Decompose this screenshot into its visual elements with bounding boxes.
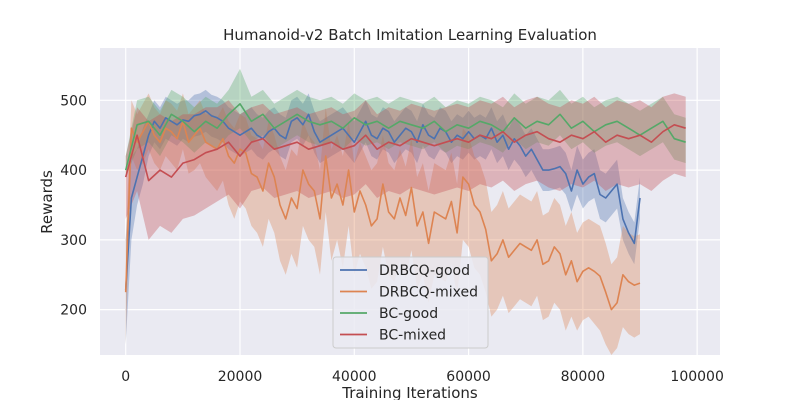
series-lines: [124, 103, 686, 311]
x-tick-label: 60000: [446, 369, 491, 385]
legend-label: DRBCQ-mixed: [379, 285, 478, 301]
y-tick-label: 400: [60, 163, 87, 179]
y-tick-label: 300: [60, 233, 87, 249]
x-axis-label: Training Iterations: [341, 384, 478, 400]
y-tick-label: 200: [60, 303, 87, 319]
band-bc-mixed: [125, 93, 686, 240]
chart-title: Humanoid-v2 Batch Imitation Learning Eva…: [223, 26, 597, 44]
legend-label: BC-mixed: [379, 328, 446, 344]
x-tick-label: 20000: [218, 369, 263, 385]
band-drbcq-mixed: [125, 93, 640, 356]
line-bc-good: [124, 103, 686, 171]
x-tick-label: 40000: [332, 369, 377, 385]
y-tick-label: 500: [60, 93, 87, 109]
x-tick-label: 0: [121, 369, 130, 385]
legend-label: BC-good: [379, 306, 438, 322]
line-drbcq-good: [124, 110, 641, 291]
legend: DRBCQ-good DRBCQ-mixed BC-good BC-mixed: [332, 256, 489, 349]
line-drbcq-mixed: [124, 120, 641, 311]
line-bc-mixed: [124, 124, 686, 182]
legend-box: [332, 256, 489, 349]
x-axis-ticks: 0 20000 40000 60000 80000 100000: [121, 369, 724, 385]
x-tick-label: 100000: [670, 369, 723, 385]
y-axis-label: Rewards: [38, 170, 56, 234]
y-axis-ticks: 200 300 400 500: [60, 93, 87, 318]
band-drbcq-good: [125, 89, 640, 345]
legend-label: DRBCQ-good: [379, 263, 470, 279]
x-tick-label: 80000: [561, 369, 606, 385]
